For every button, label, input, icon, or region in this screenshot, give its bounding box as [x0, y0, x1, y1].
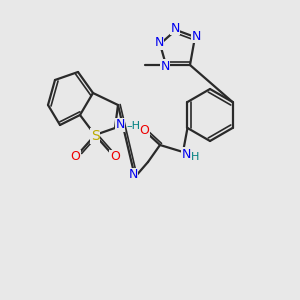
Text: –H: –H [126, 121, 140, 131]
Text: H: H [191, 152, 200, 162]
Text: N: N [170, 22, 180, 34]
Text: N: N [154, 37, 164, 50]
Text: O: O [110, 151, 120, 164]
Text: S: S [91, 129, 99, 143]
Text: N: N [115, 118, 125, 131]
Text: O: O [70, 151, 80, 164]
Text: N: N [191, 29, 201, 43]
Text: N: N [128, 169, 138, 182]
Text: N: N [181, 148, 191, 160]
Text: O: O [139, 124, 149, 136]
Text: N: N [160, 59, 170, 73]
